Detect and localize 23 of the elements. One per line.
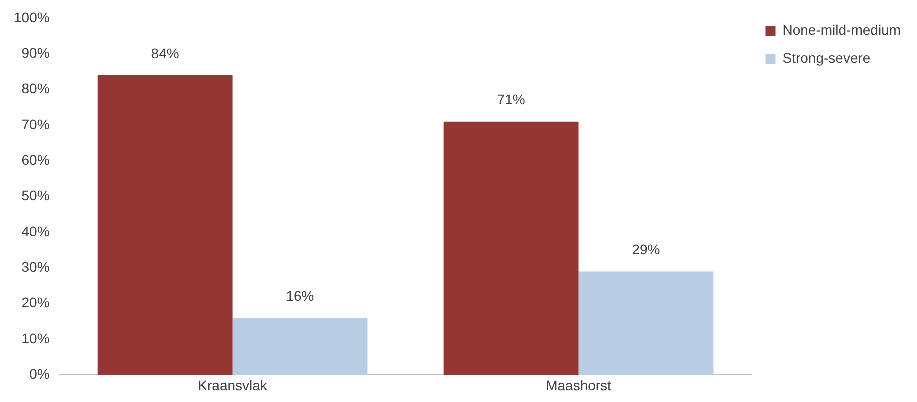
data-label: 29% — [632, 242, 660, 258]
bar — [232, 318, 368, 376]
y-tick-label: 70% — [22, 116, 50, 132]
y-tick-label: 10% — [22, 330, 50, 346]
y-tick-label: 80% — [22, 80, 50, 97]
y-tick-label: 40% — [22, 223, 50, 240]
data-label: 16% — [286, 288, 314, 304]
y-tick-label: 0% — [30, 366, 50, 382]
x-tick-label: Maashorst — [546, 377, 612, 394]
bar — [98, 75, 233, 376]
y-tick-label: 60% — [22, 152, 50, 168]
y-tick-label: 100% — [14, 9, 50, 26]
data-label: 71% — [497, 92, 526, 108]
bar — [444, 122, 579, 376]
bar — [578, 272, 714, 376]
x-tick-label: Kraansvlak — [198, 377, 268, 394]
y-tick-label: 50% — [22, 188, 50, 204]
y-tick-label: 30% — [22, 259, 50, 276]
y-tick-label: 20% — [22, 294, 50, 311]
legend-label: None-mild-medium — [782, 22, 902, 38]
y-tick-label: 90% — [22, 44, 50, 61]
legend-label: Strong-severe — [782, 50, 871, 66]
data-label: 84% — [151, 45, 180, 62]
